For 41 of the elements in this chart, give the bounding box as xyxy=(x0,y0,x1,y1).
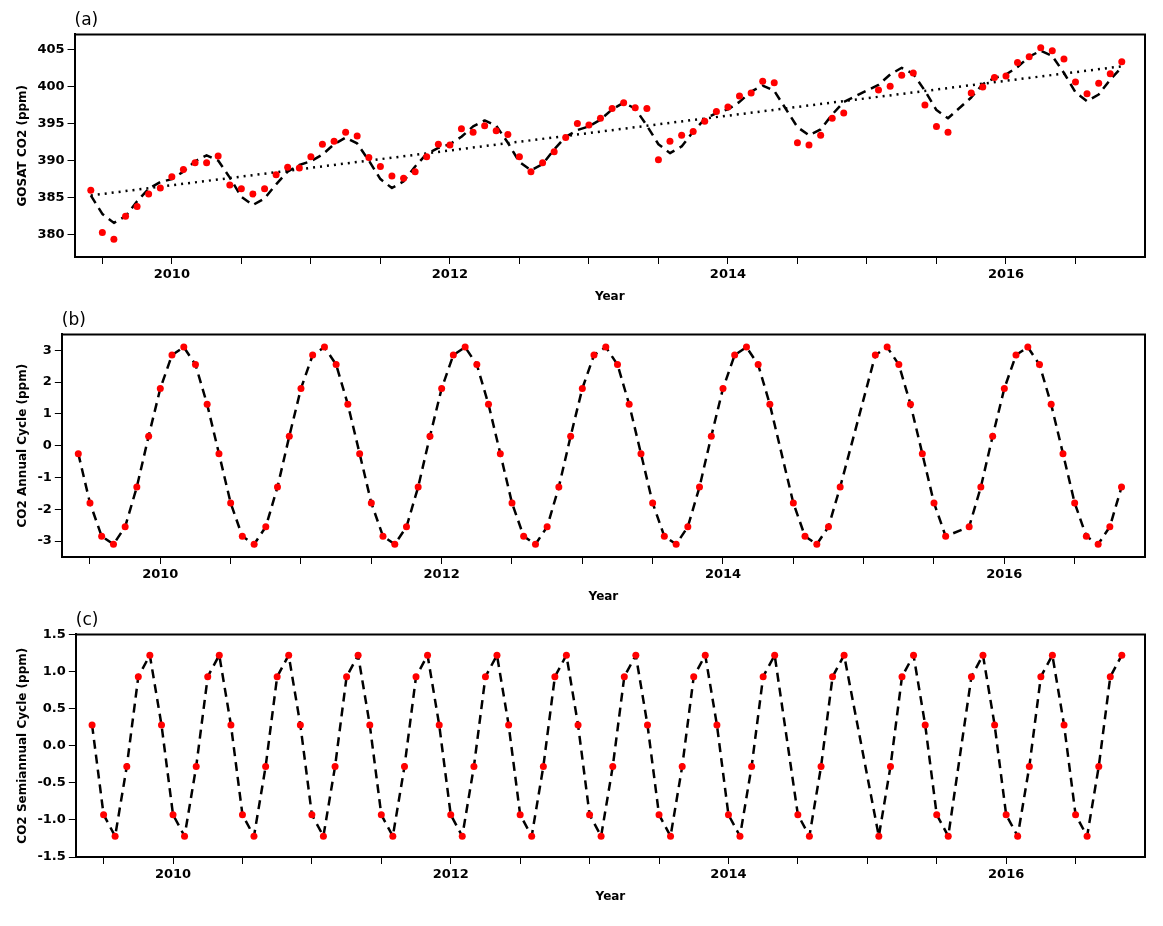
x-tick-label: 2014 xyxy=(710,866,747,882)
y-tick-label: 1.5 xyxy=(42,625,66,641)
y-tick-label: 380 xyxy=(37,226,65,242)
x-tick-label: 2014 xyxy=(709,266,747,282)
x-tick-label: 2012 xyxy=(431,266,468,282)
y-tick-label: 385 xyxy=(37,189,65,205)
y-tick-label: -2 xyxy=(37,500,52,516)
x-tick-label: 2010 xyxy=(154,866,192,882)
x-tick-label: 2010 xyxy=(153,266,190,282)
x-tick-label: 2014 xyxy=(704,566,742,582)
y-tick-label: 1.0 xyxy=(42,662,66,678)
y-tick-label: -3 xyxy=(37,532,52,548)
y-tick-label: -1 xyxy=(37,468,52,484)
x-tick-label: 2010 xyxy=(142,566,179,582)
y-tick-label: 0 xyxy=(42,437,52,453)
x-tick-label: 2016 xyxy=(986,566,1023,582)
y-axis-title: GOSAT CO2 (ppm) xyxy=(15,84,30,207)
y-tick-label: 3 xyxy=(42,341,52,357)
y-tick-label: 2 xyxy=(42,373,52,389)
y-tick-label: -1.5 xyxy=(37,848,66,864)
chart-title: (c) xyxy=(75,608,99,629)
x-tick-label: 2016 xyxy=(987,266,1025,282)
y-axis-title: CO2 Annual Cycle (ppm) xyxy=(15,363,30,528)
x-axis-title: Year xyxy=(587,588,619,603)
y-tick-label: 0.0 xyxy=(42,737,66,753)
y-axis-title: CO2 Semiannual Cycle (ppm) xyxy=(15,647,30,844)
y-tick-label: 400 xyxy=(37,77,65,93)
x-tick-label: 2016 xyxy=(988,866,1025,882)
chart-title: (a) xyxy=(74,8,99,29)
x-tick-label: 2012 xyxy=(432,866,469,882)
y-tick-label: 0.5 xyxy=(42,699,66,715)
x-axis-title: Year xyxy=(593,288,625,303)
x-axis-title: Year xyxy=(594,888,626,903)
y-tick-label: 390 xyxy=(37,151,65,167)
y-tick-label: 395 xyxy=(37,114,65,130)
x-tick-label: 2012 xyxy=(423,566,460,582)
chart-title: (b) xyxy=(61,308,86,329)
y-tick-label: -0.5 xyxy=(37,774,66,790)
y-tick-label: -1.0 xyxy=(37,811,66,827)
y-tick-label: 1 xyxy=(42,405,52,421)
y-tick-label: 405 xyxy=(37,40,65,56)
